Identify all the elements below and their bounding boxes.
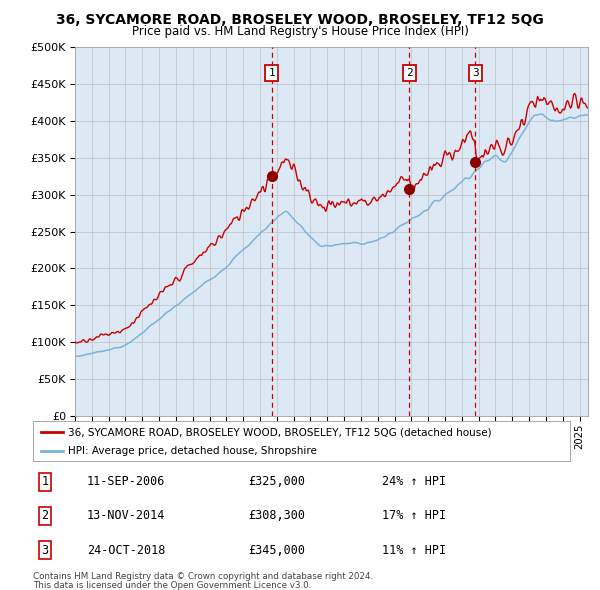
Text: £345,000: £345,000 [248, 543, 305, 556]
Text: HPI: Average price, detached house, Shropshire: HPI: Average price, detached house, Shro… [68, 447, 317, 456]
Text: 3: 3 [472, 68, 479, 78]
Text: 11-SEP-2006: 11-SEP-2006 [87, 476, 165, 489]
Text: 17% ↑ HPI: 17% ↑ HPI [382, 509, 446, 523]
Text: £325,000: £325,000 [248, 476, 305, 489]
Text: Contains HM Land Registry data © Crown copyright and database right 2024.: Contains HM Land Registry data © Crown c… [33, 572, 373, 581]
Text: 36, SYCAMORE ROAD, BROSELEY WOOD, BROSELEY, TF12 5QG: 36, SYCAMORE ROAD, BROSELEY WOOD, BROSEL… [56, 13, 544, 27]
Text: 13-NOV-2014: 13-NOV-2014 [87, 509, 165, 523]
Text: This data is licensed under the Open Government Licence v3.0.: This data is licensed under the Open Gov… [33, 581, 311, 589]
Text: 24% ↑ HPI: 24% ↑ HPI [382, 476, 446, 489]
Text: 24-OCT-2018: 24-OCT-2018 [87, 543, 165, 556]
Text: £308,300: £308,300 [248, 509, 305, 523]
Text: 36, SYCAMORE ROAD, BROSELEY WOOD, BROSELEY, TF12 5QG (detached house): 36, SYCAMORE ROAD, BROSELEY WOOD, BROSEL… [68, 427, 491, 437]
Text: 3: 3 [41, 543, 49, 556]
Text: 1: 1 [268, 68, 275, 78]
Text: 2: 2 [406, 68, 413, 78]
Text: 1: 1 [41, 476, 49, 489]
Text: 2: 2 [41, 509, 49, 523]
Text: 11% ↑ HPI: 11% ↑ HPI [382, 543, 446, 556]
Text: Price paid vs. HM Land Registry's House Price Index (HPI): Price paid vs. HM Land Registry's House … [131, 25, 469, 38]
